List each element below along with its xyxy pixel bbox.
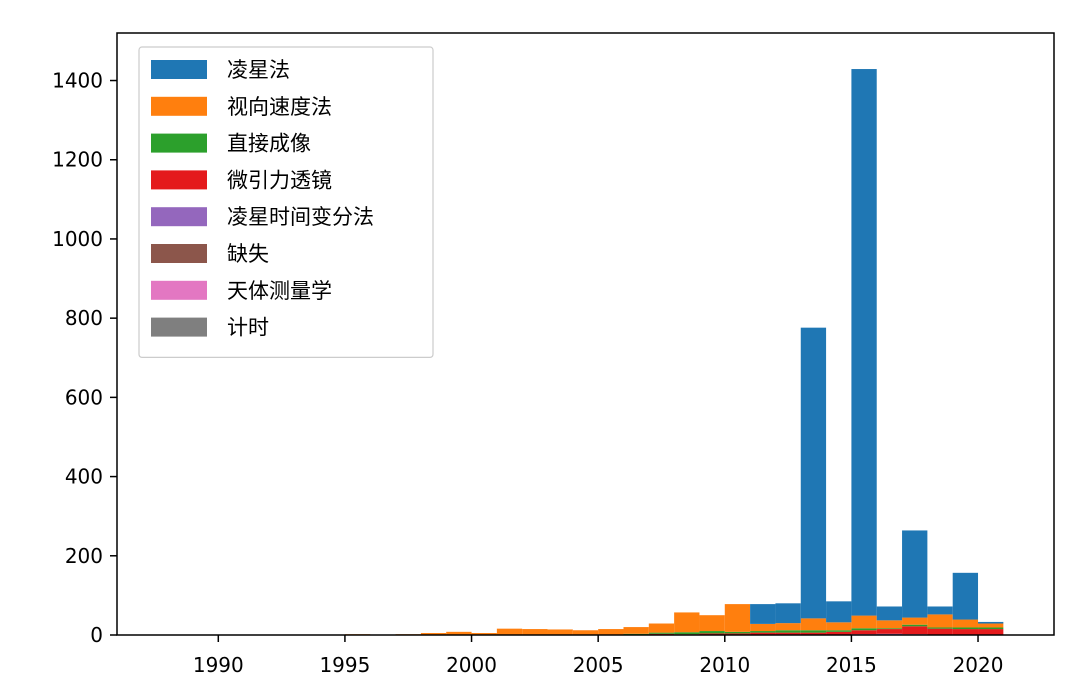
bar-6-25 bbox=[826, 622, 852, 631]
y-tick-label-3: 600 bbox=[65, 385, 103, 409]
y-tick-label-7: 1400 bbox=[52, 69, 103, 93]
bar-5-18 bbox=[648, 632, 675, 634]
legend-swatch-4 bbox=[151, 207, 207, 227]
bar-7-30 bbox=[952, 572, 979, 620]
bars-group bbox=[344, 69, 1004, 635]
y-axis: 0 200 400 600 800 1000 1200 1400 bbox=[52, 69, 117, 647]
x-tick-label-2: 2000 bbox=[446, 653, 497, 677]
x-tick-label-4: 2010 bbox=[699, 653, 750, 677]
legend-swatch-1 bbox=[151, 96, 207, 116]
y-tick-label-1: 200 bbox=[65, 544, 103, 568]
legend-label-6: 天体测量学 bbox=[227, 279, 332, 303]
bar-5-27 bbox=[876, 628, 903, 630]
bar-6-20 bbox=[699, 615, 725, 632]
legend-label-5: 缺失 bbox=[227, 242, 269, 266]
bar-6-17 bbox=[623, 627, 649, 634]
legend-label-2: 直接成像 bbox=[227, 132, 311, 156]
bar-5-30 bbox=[952, 627, 979, 630]
bar-7-25 bbox=[826, 601, 852, 623]
bar-5-20 bbox=[699, 631, 725, 634]
y-tick-label-6: 1200 bbox=[52, 148, 103, 172]
x-tick-label-3: 2005 bbox=[573, 653, 624, 677]
bar-4-24 bbox=[800, 632, 827, 635]
bar-5-21 bbox=[724, 631, 751, 634]
bar-6-10 bbox=[446, 631, 472, 635]
bar-6-11 bbox=[471, 633, 497, 635]
bar-6-28 bbox=[902, 617, 928, 625]
bar-4-26 bbox=[851, 630, 877, 635]
bar-6-26 bbox=[851, 615, 877, 629]
legend-label-1: 视向速度法 bbox=[227, 95, 332, 119]
bar-6-12 bbox=[496, 628, 523, 635]
bar-4-30 bbox=[952, 629, 979, 635]
x-tick-label-1: 1995 bbox=[319, 653, 370, 677]
bar-5-24 bbox=[800, 630, 827, 633]
bar-6-13 bbox=[522, 629, 548, 635]
bar-5-25 bbox=[826, 630, 852, 632]
bar-5-28 bbox=[902, 624, 928, 627]
legend-swatch-6 bbox=[151, 280, 207, 300]
legend-swatch-3 bbox=[151, 170, 207, 190]
bar-6-18 bbox=[648, 623, 675, 633]
legend-label-7: 计时 bbox=[227, 316, 269, 340]
bar-6-14 bbox=[547, 629, 573, 635]
bar-6-30 bbox=[952, 619, 979, 628]
bar-6-22 bbox=[750, 623, 776, 632]
bar-6-23 bbox=[775, 623, 801, 631]
bar-7-26 bbox=[851, 69, 877, 616]
bar-6-19 bbox=[674, 612, 700, 633]
bar-4-31 bbox=[978, 629, 1004, 635]
y-tick-label-0: 0 bbox=[90, 623, 103, 647]
legend-label-0: 凌星法 bbox=[227, 58, 290, 82]
bar-7-24 bbox=[800, 327, 827, 619]
x-tick-label-5: 2015 bbox=[826, 653, 877, 677]
bar-7-28 bbox=[902, 530, 928, 618]
bar-4-22 bbox=[750, 632, 776, 635]
bar-6-15 bbox=[572, 630, 599, 635]
bar-4-25 bbox=[826, 631, 852, 635]
legend-swatch-5 bbox=[151, 244, 207, 263]
bar-5-17 bbox=[623, 633, 649, 635]
x-tick-label-6: 2020 bbox=[953, 653, 1004, 677]
bar-4-21 bbox=[724, 633, 751, 635]
plot-frame bbox=[116, 32, 1055, 636]
bar-6-24 bbox=[800, 618, 827, 631]
bar-5-22 bbox=[750, 631, 776, 633]
y-tick-label-2: 400 bbox=[65, 465, 103, 489]
bar-5-29 bbox=[927, 627, 953, 629]
bar-6-21 bbox=[724, 604, 751, 632]
bar-7-29 bbox=[927, 606, 953, 615]
legend-box bbox=[138, 46, 434, 358]
bar-4-29 bbox=[927, 628, 953, 635]
bar-5-23 bbox=[775, 630, 801, 633]
bar-5-31 bbox=[978, 627, 1004, 630]
bar-5-19 bbox=[674, 632, 700, 635]
bar-6-9 bbox=[420, 633, 447, 635]
bar-4-28 bbox=[902, 626, 928, 635]
bar-7-31 bbox=[978, 621, 1004, 624]
bar-6-27 bbox=[876, 620, 903, 629]
legend-swatch-2 bbox=[151, 133, 207, 153]
bar-7-22 bbox=[750, 604, 776, 624]
bar-7-23 bbox=[775, 603, 801, 624]
x-axis: 1990 1995 2000 2005 2010 2015 2020 bbox=[193, 635, 1004, 677]
bar-6-29 bbox=[927, 614, 953, 628]
bar-4-27 bbox=[876, 629, 903, 634]
y-tick-label-5: 1000 bbox=[52, 227, 103, 251]
legend-label-3: 微引力透镜 bbox=[227, 168, 332, 192]
bar-4-20 bbox=[699, 633, 725, 635]
y-tick-label-4: 800 bbox=[65, 306, 103, 330]
bar-4-23 bbox=[775, 632, 801, 635]
bar-6-31 bbox=[978, 623, 1004, 628]
bar-5-26 bbox=[851, 628, 877, 631]
legend-swatch-0 bbox=[151, 60, 207, 79]
legend-swatch-7 bbox=[151, 317, 207, 337]
bar-6-16 bbox=[598, 629, 624, 635]
x-tick-label-0: 1990 bbox=[193, 653, 244, 677]
legend-label-4: 凌星时间变分法 bbox=[227, 205, 374, 229]
bar-7-27 bbox=[876, 606, 903, 621]
